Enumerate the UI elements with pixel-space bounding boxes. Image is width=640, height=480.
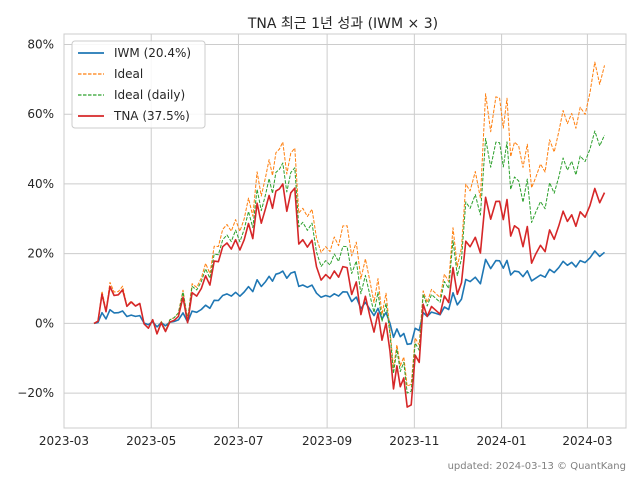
x-tick-label: 2023-03 <box>39 434 89 448</box>
y-axis-ticks: 80% 60% 40% 20% 0% −20% <box>17 37 54 400</box>
series-line <box>93 250 606 346</box>
y-tick-label: 80% <box>27 37 54 51</box>
legend-label: Ideal (daily) <box>114 88 185 102</box>
legend-label: Ideal <box>114 67 143 81</box>
legend-box <box>71 40 206 129</box>
y-tick-label: 20% <box>27 247 54 261</box>
legend: IWM (20.4%) Ideal Ideal (daily) TNA (37.5%) <box>71 40 206 129</box>
y-tick-label: 0% <box>35 316 54 330</box>
y-tick-label: −20% <box>17 386 54 400</box>
x-tick-label: 2023-05 <box>126 434 176 448</box>
y-tick-label: 60% <box>27 107 54 121</box>
footer-text: updated: 2024-03-13 © QuantKang <box>448 461 626 472</box>
x-tick-label: 2024-03 <box>562 434 612 448</box>
x-tick-label: 2023-09 <box>302 434 352 448</box>
chart-title: TNA 최근 1년 성과 (IWM × 3) <box>247 16 438 32</box>
series-line <box>93 130 605 394</box>
x-tick-label: 2023-11 <box>389 434 439 448</box>
x-tick-label: 2024-01 <box>477 434 527 448</box>
x-tick-label: 2023-07 <box>213 434 263 448</box>
x-axis-ticks: 2023-03 2023-05 2023-07 2023-09 2023-11 2024-… <box>39 434 613 448</box>
legend-label: TNA (37.5%) <box>113 109 190 123</box>
legend-label: IWM (20.4%) <box>114 46 191 60</box>
series-layer <box>93 61 606 408</box>
y-tick-label: 40% <box>27 177 54 191</box>
plot-frame <box>63 33 627 429</box>
series-line <box>93 183 606 408</box>
series-line <box>93 61 605 387</box>
